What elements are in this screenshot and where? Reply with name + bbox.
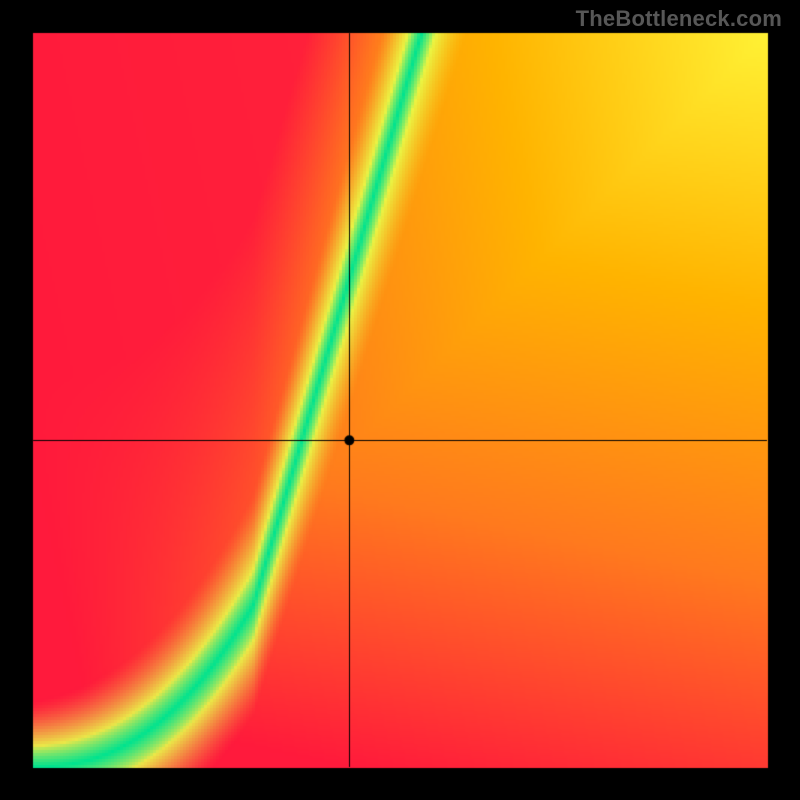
watermark-text: TheBottleneck.com <box>576 6 782 32</box>
chart-stage: TheBottleneck.com <box>0 0 800 800</box>
crosshair-overlay <box>0 0 800 800</box>
